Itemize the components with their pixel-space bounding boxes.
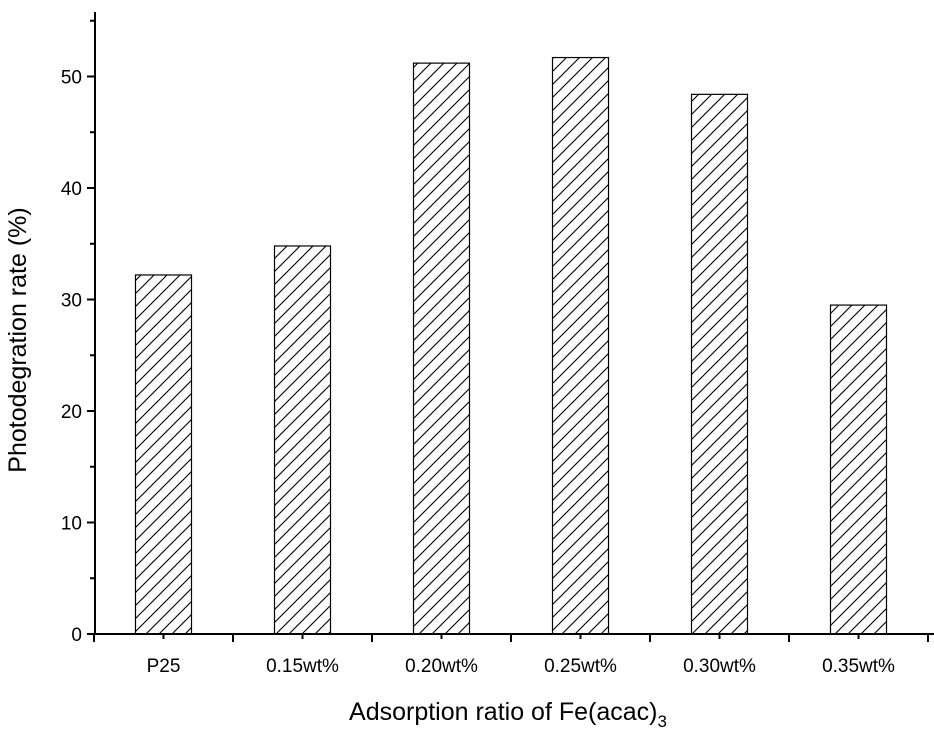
x-axis-title-subscript: 3 xyxy=(658,712,667,731)
x-tick-label: P25 xyxy=(147,656,181,677)
bar-0.35wt% xyxy=(829,304,888,635)
x-axis-title-main: Adsorption ratio of Fe(acac) xyxy=(349,698,657,726)
y-axis-title: Photodegration rate (%) xyxy=(4,207,32,472)
bar-0.30wt% xyxy=(690,93,749,635)
bar-P25 xyxy=(134,274,193,635)
y-tick-label: 10 xyxy=(61,514,82,535)
x-tick-label: 0.25wt% xyxy=(544,656,617,677)
x-tick-label: 0.30wt% xyxy=(683,656,756,677)
x-axis: P25 0.15wt% 0.20wt% 0.25wt% 0.30wt% 0.35wt% xyxy=(93,633,934,677)
y-tick-label: 20 xyxy=(61,402,82,423)
y-tick-label: 30 xyxy=(61,291,82,312)
y-tick-label: 0 xyxy=(71,625,82,646)
x-axis-title: Adsorption ratio of Fe(acac)3 xyxy=(349,698,667,731)
bar-0.15wt% xyxy=(273,245,332,635)
bars-group xyxy=(134,56,888,635)
x-tick-label: 0.15wt% xyxy=(266,656,339,677)
bar-0.20wt% xyxy=(412,62,471,635)
y-tick-label: 40 xyxy=(61,179,82,200)
x-tick-label: 0.20wt% xyxy=(405,656,478,677)
y-tick-label: 50 xyxy=(61,68,82,89)
x-tick-label: 0.35wt% xyxy=(822,656,895,677)
y-axis: 0 10 20 30 40 50 xyxy=(61,12,96,646)
bar-0.25wt% xyxy=(551,56,610,635)
